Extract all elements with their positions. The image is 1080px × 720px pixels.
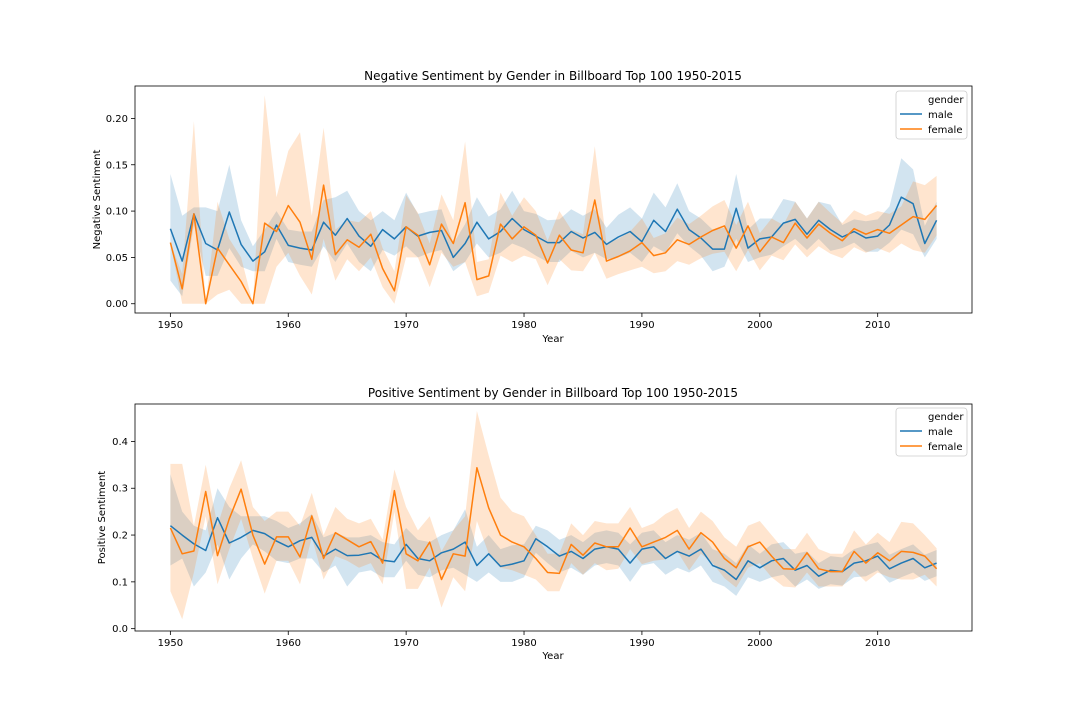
negative-sentiment-chart: Negative Sentiment by Gender in Billboar… <box>92 69 973 345</box>
positive-legend-box <box>895 407 968 457</box>
positive-x-tick-label: 1950 <box>158 638 183 649</box>
positive-x-tick-label: 1980 <box>511 638 536 649</box>
positive-x-tick-label: 1990 <box>629 638 654 649</box>
positive-chart-title: Positive Sentiment by Gender in Billboar… <box>368 386 738 400</box>
positive-legend-title: gender <box>928 412 964 423</box>
positive-legend-female-label: female <box>928 442 962 453</box>
positive-y-tick-label: 0.3 <box>112 484 128 495</box>
negative-y-tick-label: 0.05 <box>106 253 128 264</box>
positive-series-lines <box>169 466 938 581</box>
negative-y-tick-label: 0.20 <box>106 114 128 125</box>
positive-y-axis-label: Positive Sentiment <box>97 471 108 564</box>
negative-series-lines <box>169 184 938 305</box>
positive-y-tick-label: 0.4 <box>112 437 128 448</box>
positive-x-tick-label: 1970 <box>393 638 418 649</box>
positive-female-line <box>169 466 938 581</box>
positive-y-tick-label: 0.0 <box>112 624 128 635</box>
negative-x-axis-label: Year <box>541 334 564 345</box>
positive-x-tick-label: 2000 <box>747 638 772 649</box>
negative-female-line <box>169 184 938 305</box>
positive-legend: gender male female <box>895 407 968 457</box>
negative-female-ci-band <box>170 95 937 304</box>
positive-y-tick-label: 0.2 <box>112 531 128 542</box>
negative-legend-title: gender <box>928 95 964 106</box>
negative-plot-frame <box>134 85 973 314</box>
negative-x-tick-label: 2000 <box>747 320 772 331</box>
positive-y-tick-label: 0.1 <box>112 577 128 588</box>
negative-chart-title: Negative Sentiment by Gender in Billboar… <box>364 69 742 83</box>
negative-y-tick-label: 0.10 <box>106 207 128 218</box>
negative-x-tick-label: 1960 <box>276 320 301 331</box>
negative-legend-female-label: female <box>928 125 962 136</box>
positive-male-line <box>169 516 937 581</box>
positive-y-ticks: 0.0 0.1 0.2 0.3 0.4 <box>112 437 135 635</box>
negative-male-line <box>169 196 938 262</box>
negative-legend-male-label: male <box>928 110 953 121</box>
positive-x-ticks: 1950 1960 1970 1980 1990 2000 2010 <box>158 631 890 649</box>
negative-x-tick-label: 1980 <box>511 320 536 331</box>
positive-female-ci-band <box>170 411 937 620</box>
negative-x-ticks: 1950 1960 1970 1980 1990 2000 2010 <box>158 313 890 331</box>
positive-sentiment-chart: Positive Sentiment by Gender in Billboar… <box>97 386 973 662</box>
negative-y-tick-label: 0.00 <box>106 299 128 310</box>
negative-y-axis-label: Negative Sentiment <box>92 150 103 250</box>
positive-x-tick-label: 2010 <box>865 638 890 649</box>
negative-y-ticks: 0.00 0.05 0.10 0.15 0.20 <box>106 114 135 310</box>
negative-legend: gender male female <box>895 90 968 140</box>
negative-legend-box <box>895 90 968 140</box>
negative-x-tick-label: 1990 <box>629 320 654 331</box>
negative-confidence-bands <box>170 95 937 304</box>
negative-x-tick-label: 1970 <box>393 320 418 331</box>
negative-x-tick-label: 2010 <box>865 320 890 331</box>
positive-legend-male-label: male <box>928 427 953 438</box>
negative-x-tick-label: 1950 <box>158 320 183 331</box>
negative-y-tick-label: 0.15 <box>106 160 128 171</box>
negative-male-ci-band <box>170 158 937 297</box>
positive-plot-frame <box>134 403 973 632</box>
positive-x-tick-label: 1960 <box>276 638 301 649</box>
positive-x-axis-label: Year <box>541 651 564 662</box>
